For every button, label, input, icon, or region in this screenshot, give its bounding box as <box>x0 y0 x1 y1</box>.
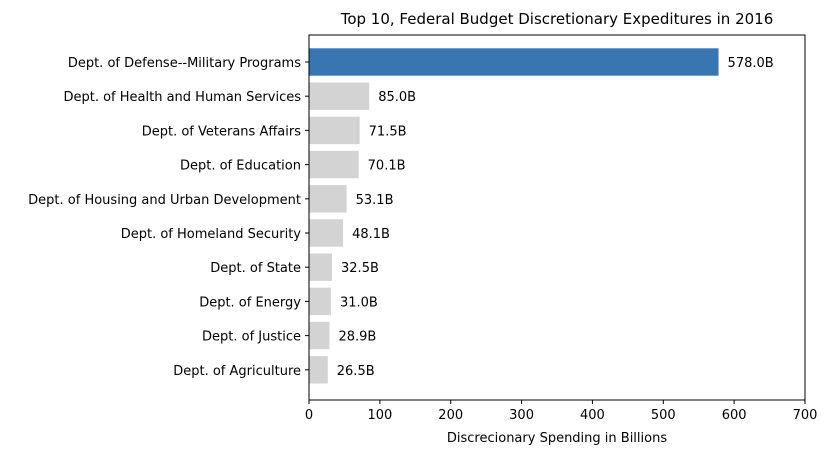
category-label: Dept. of Energy <box>199 295 301 310</box>
x-tick-label: 300 <box>509 408 534 423</box>
category-label: Dept. of Homeland Security <box>121 227 302 242</box>
bar-3 <box>309 116 360 145</box>
value-label: 578.0B <box>728 56 774 71</box>
bar-9 <box>309 321 330 350</box>
bars-group <box>309 48 719 384</box>
category-label: Dept. of Health and Human Services <box>63 90 301 105</box>
x-tick-label: 0 <box>305 408 313 423</box>
category-label: Dept. of Housing and Urban Development <box>28 193 301 208</box>
bar-6 <box>309 219 344 247</box>
x-tick-label: 700 <box>793 408 818 423</box>
x-tick-label: 100 <box>367 408 392 423</box>
value-label: 53.1B <box>356 193 394 208</box>
bar-5 <box>309 185 347 213</box>
bar-8 <box>309 287 331 316</box>
chart-title: Top 10, Federal Budget Discretionary Exp… <box>340 10 774 28</box>
value-label: 28.9B <box>338 330 376 345</box>
value-labels-group: 578.0B 85.0B 71.5B 70.1B 53.1B 48.1B 32.5B 31.0… <box>337 56 774 379</box>
category-label: Dept. of Agriculture <box>173 364 301 379</box>
category-label: Dept. of Veterans Affairs <box>142 124 301 139</box>
x-tick-label: 200 <box>438 408 463 423</box>
category-label: Dept. of Education <box>180 159 301 174</box>
value-label: 26.5B <box>337 364 375 379</box>
x-tick-label: 400 <box>580 408 605 423</box>
plot-frame <box>308 34 806 401</box>
category-labels-group: Dept. of Defense--Military Programs Dept.… <box>28 56 309 379</box>
bar-2 <box>309 82 370 110</box>
category-label: Dept. of State <box>210 261 301 276</box>
x-tick-label: 600 <box>722 408 747 423</box>
value-label: 71.5B <box>369 124 407 139</box>
bar-1 <box>309 48 719 76</box>
x-axis-title: Discrecionary Spending in Billions <box>447 431 667 446</box>
bar-10 <box>309 356 328 384</box>
value-label: 70.1B <box>368 159 406 174</box>
bar-7 <box>309 253 333 281</box>
category-label: Dept. of Justice <box>202 330 301 345</box>
value-label: 85.0B <box>378 90 416 105</box>
value-label: 32.5B <box>341 261 379 276</box>
bar-4 <box>309 150 359 179</box>
category-label: Dept. of Defense--Military Programs <box>68 56 301 71</box>
value-label: 31.0B <box>340 295 378 310</box>
value-label: 48.1B <box>352 227 390 242</box>
x-tick-label: 500 <box>651 408 676 423</box>
x-axis-ticks-group: 0 100 200 300 400 500 600 700 <box>305 400 818 423</box>
